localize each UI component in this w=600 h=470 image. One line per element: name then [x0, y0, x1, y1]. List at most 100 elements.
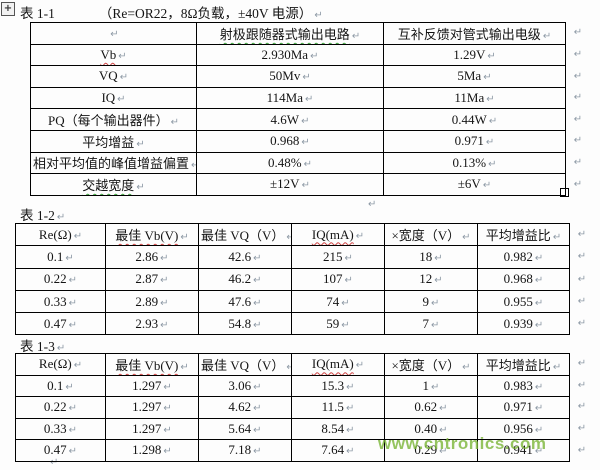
table-cell[interactable]: 54.8 ↵: [198, 312, 292, 336]
table-cell[interactable]: 交越宽度 ↵: [30, 173, 197, 196]
table-cell[interactable]: 0.971 ↵: [477, 396, 570, 419]
column-header-cell[interactable]: 平均增益比 ↵: [477, 222, 570, 247]
column-header-cell[interactable]: IQ(mA) ↵: [291, 222, 385, 247]
table-cell[interactable]: 0.22 ↵: [15, 267, 106, 291]
table3-caption[interactable]: 表 1-3: [20, 339, 55, 354]
table-cell[interactable]: 11.5 ↵: [291, 396, 385, 419]
table-cell[interactable]: 0.33 ↵: [15, 417, 106, 440]
table-cell[interactable]: VQ ↵: [30, 65, 197, 88]
table1-caption[interactable]: 表 1-1: [20, 6, 55, 21]
table-cell[interactable]: 0.62 ↵: [384, 396, 478, 419]
cell-text: 215: [323, 248, 343, 264]
table-cell[interactable]: 1.297 ↵: [105, 374, 199, 397]
pilcrow-mark: ↵: [253, 403, 262, 415]
table-cell[interactable]: 59 ↵: [291, 312, 385, 336]
column-header-cell[interactable]: Re(Ω) ↵: [15, 222, 106, 247]
table-cell[interactable]: 46.2 ↵: [198, 267, 292, 291]
table-cell[interactable]: 0.1 ↵: [15, 374, 106, 397]
column-header-cell[interactable]: 最佳 Vb(V) ↵: [105, 353, 199, 376]
table-cell[interactable]: 0.29 ↵: [384, 439, 478, 462]
table-cell[interactable]: 0.44W ↵: [383, 108, 566, 131]
table-cell[interactable]: 0.47 ↵: [15, 312, 106, 336]
table-cell[interactable]: 0.982 ↵: [477, 245, 570, 269]
table-cell[interactable]: 1 ↵: [384, 374, 478, 397]
table-cell[interactable]: 42.6 ↵: [198, 245, 292, 269]
table1-caption-note[interactable]: （Re=OR22，8Ω负载，±40V 电源）: [98, 6, 313, 21]
table-cell[interactable]: 0.22 ↵: [15, 396, 106, 419]
table-cell[interactable]: 0.968 ↵: [196, 129, 384, 153]
table-cell[interactable]: 3.06 ↵: [198, 374, 292, 397]
table-cell[interactable]: 47.6 ↵: [198, 289, 292, 314]
table-cell[interactable]: 相对平均值的峰值增益偏置↵: [30, 151, 197, 175]
table-cell[interactable]: ±6V ↵: [383, 173, 566, 196]
table-cell[interactable]: 0.1 ↵: [15, 245, 106, 269]
table-cell[interactable]: 0.13% ↵: [383, 151, 566, 175]
pilcrow-mark: ↵: [286, 232, 290, 243]
table-cell[interactable]: 4.6W ↵: [196, 108, 384, 131]
table-cell[interactable]: 0.941 ↵: [477, 439, 570, 462]
table-cell[interactable]: 0.983 ↵: [477, 374, 570, 397]
column-header-cell[interactable]: 最佳 VQ（V）↵: [198, 353, 292, 376]
table-cell[interactable]: 114Ma ↵: [196, 86, 384, 110]
move-cross-glyph: +: [3, 3, 13, 14]
pilcrow-mark: ↵: [68, 403, 78, 415]
column-header-cell[interactable]: 射极跟随器式输出电路 ↵: [196, 22, 384, 45]
table-cell[interactable]: 0.971 ↵: [383, 129, 566, 153]
table-cell[interactable]: 0.968 ↵: [477, 267, 570, 291]
table-cell[interactable]: 9 ↵: [384, 289, 478, 314]
cell-text: 0.33: [43, 293, 67, 309]
table-cell[interactable]: 8.54 ↵: [291, 417, 385, 440]
table-cell[interactable]: 107 ↵: [291, 267, 385, 291]
table-cell[interactable]: 7 ↵: [384, 312, 478, 336]
table-cell[interactable]: 2.930Ma ↵: [196, 43, 384, 67]
table-cell[interactable]: 1.29V ↵: [383, 43, 566, 67]
table-cell[interactable]: 平均增益 ↵: [30, 129, 197, 153]
table-cell[interactable]: 4.62 ↵: [198, 396, 292, 419]
table-cell[interactable]: 2.89 ↵: [105, 289, 199, 314]
table-cell[interactable]: 1.297 ↵: [105, 396, 199, 419]
table-cell[interactable]: ±12V ↵: [196, 173, 384, 196]
table-cell[interactable]: IQ ↵: [30, 86, 197, 110]
column-header-cell[interactable]: 互补反馈对管式输出电级 ↵: [383, 22, 566, 45]
table-cell[interactable]: 2.86 ↵: [105, 245, 199, 269]
table-cell[interactable]: 0.939 ↵: [477, 312, 570, 336]
column-header-cell[interactable]: IQ(mA) ↵: [291, 353, 385, 376]
table-cell[interactable]: 12 ↵: [384, 267, 478, 291]
table-cell[interactable]: 15.3 ↵: [291, 374, 385, 397]
table-cell[interactable]: PQ（每个输出器件） ↵: [30, 108, 197, 131]
table-cell[interactable]: 215 ↵: [291, 245, 385, 269]
table-cell[interactable]: 11Ma ↵: [383, 86, 566, 110]
table-cell[interactable]: 0.48% ↵: [196, 151, 384, 175]
table-cell[interactable]: 0.47 ↵: [15, 439, 106, 462]
table-row: 交越宽度 ↵ ±12V ↵ ±6V ↵: [30, 173, 566, 196]
column-header-cell[interactable]: 最佳 VQ（V）↵: [198, 222, 292, 247]
table-cell[interactable]: 74 ↵: [291, 289, 385, 314]
column-header-cell[interactable]: ↵: [30, 22, 197, 45]
table-cell[interactable]: 5.64 ↵: [198, 417, 292, 440]
table-cell[interactable]: 1.298 ↵: [105, 439, 199, 462]
blank-paragraph[interactable]: ↵: [366, 194, 376, 212]
table-cell[interactable]: 0.955 ↵: [477, 289, 570, 314]
end-paragraph[interactable]: ↵: [48, 452, 58, 470]
table-cell[interactable]: 7.64 ↵: [291, 439, 385, 462]
table-move-handle-icon[interactable]: +: [1, 2, 15, 16]
column-header-cell[interactable]: ×宽度（V） ↵: [384, 353, 478, 376]
table-cell[interactable]: 2.93 ↵: [105, 312, 199, 336]
pilcrow-mark: ↵: [286, 362, 290, 373]
table2-caption[interactable]: 表 1-2: [20, 208, 55, 223]
column-header-cell[interactable]: 平均增益比 ↵: [477, 353, 570, 376]
column-header-cell[interactable]: ×宽度（V） ↵: [384, 222, 478, 247]
pilcrow-mark: ↵: [314, 10, 323, 21]
table-cell[interactable]: Vb ↵: [30, 43, 197, 67]
table-cell[interactable]: 5Ma ↵: [383, 65, 566, 88]
table-cell[interactable]: 0.33 ↵: [15, 289, 106, 314]
table-cell[interactable]: 2.87 ↵: [105, 267, 199, 291]
table-cell[interactable]: 1.297 ↵: [105, 417, 199, 440]
pilcrow-mark: ↵: [534, 403, 544, 415]
column-header-cell[interactable]: Re(Ω) ↵: [15, 353, 106, 376]
table-cell[interactable]: 18 ↵: [384, 245, 478, 269]
pilcrow-mark: ↵: [577, 318, 587, 330]
table-cell[interactable]: 50Mv ↵: [196, 65, 384, 88]
column-header-cell[interactable]: 最佳 Vb(V) ↵: [105, 222, 199, 247]
table-cell[interactable]: 7.18 ↵: [198, 439, 292, 462]
